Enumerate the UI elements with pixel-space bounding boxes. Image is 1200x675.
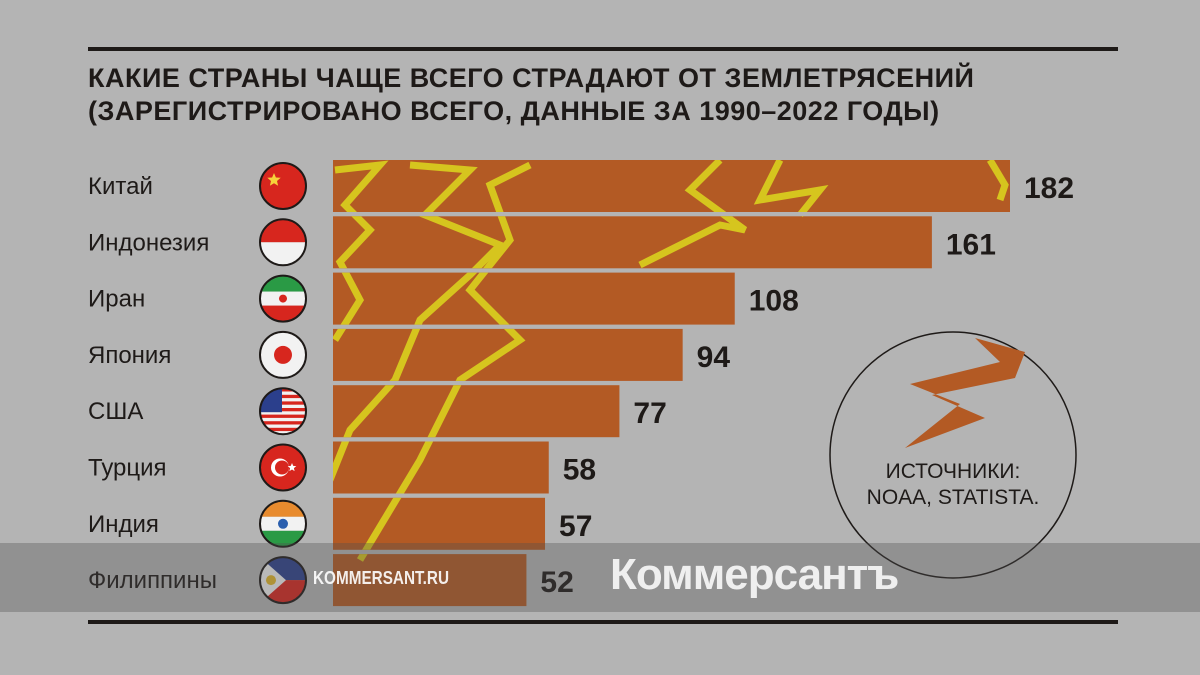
category-label: Индонезия [88,229,209,256]
accent-zigzag [638,160,748,269]
bar [333,216,932,269]
indonesia-flag-icon [260,219,306,266]
chart-title: Какие страны чаще всего страдают от земл… [88,62,974,128]
watermark-band [0,543,1200,612]
category-label: Китай [88,173,153,200]
usa-flag-icon [260,388,306,435]
source-circle [829,331,1077,579]
value-label: 57 [559,510,592,543]
bar [333,497,546,550]
accent-zigzag [753,160,829,218]
bar [333,328,683,381]
value-label: 161 [946,228,996,261]
japan-flag-icon [260,331,306,378]
china-flag-icon [260,163,306,209]
category-label: Турция [88,455,167,482]
value-label: 94 [697,341,731,374]
accent-zigzag [986,160,1009,202]
philippines-flag-icon [260,557,306,604]
category-label: Иран [88,286,145,313]
category-label: Индия [88,511,159,538]
accent-zigzag [333,161,507,482]
category-label: США [88,398,143,425]
turkey-flag-icon [260,444,306,491]
category-label: Филиппины [88,567,217,594]
value-label: 52 [540,566,573,599]
accent-zigzag [356,161,532,562]
watermark-url: KOMMERSANT.RU [313,568,449,588]
title-line-2: (зарегистрировано всего, данные за 1990–… [88,96,940,126]
lightning-icon [905,338,1025,448]
category-label: Япония [88,342,171,369]
source-names: NOAA, STATISTA. [867,486,1040,509]
bar [333,385,620,438]
bar [333,554,527,607]
bar [333,272,735,325]
source-badge: ИСТОЧНИКИ: NOAA, STATISTA. [829,331,1077,579]
bottom-rule [88,620,1118,624]
source-label: ИСТОЧНИКИ: [886,460,1021,483]
value-label: 77 [633,397,666,430]
accent-zigzag [333,160,389,342]
watermark-logo: Коммерсантъ [610,550,899,599]
bar [333,441,549,494]
title-line-1: Какие страны чаще всего страдают от земл… [88,63,975,93]
top-rule [88,47,1118,51]
value-label: 108 [749,285,799,318]
value-label: 58 [563,454,596,487]
value-label: 182 [1024,172,1074,205]
